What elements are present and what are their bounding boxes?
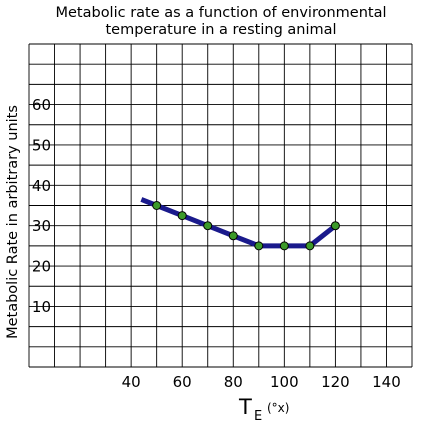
data-point <box>330 221 340 231</box>
x-tick-label: 140 <box>372 373 401 391</box>
x-tick-label: 100 <box>270 373 299 391</box>
data-point <box>254 241 264 251</box>
y-tick-label: 60 <box>32 96 51 114</box>
x-axis-label-main: T <box>238 395 252 419</box>
x-axis-label-subscript: E <box>254 409 262 424</box>
data-point <box>279 241 289 251</box>
data-point <box>177 211 187 221</box>
x-tick-label: 80 <box>224 373 243 391</box>
data-point <box>203 221 213 231</box>
x-tick-label: 60 <box>173 373 192 391</box>
x-axis-label-unit: (°x) <box>267 401 289 415</box>
x-axis-label: T E (°x) <box>238 395 289 424</box>
data-point <box>305 241 315 251</box>
series-layer <box>140 197 340 251</box>
y-axis-ticks: 10 20 30 40 50 60 <box>32 96 51 316</box>
x-axis-ticks: 40 60 80 100 120 140 <box>122 373 401 391</box>
data-point <box>152 201 162 210</box>
chart-title-line-2: temperature in a resting animal <box>105 22 336 38</box>
y-tick-label: 20 <box>32 258 51 276</box>
data-point <box>228 231 238 241</box>
x-tick-label: 40 <box>122 373 141 391</box>
y-tick-label: 10 <box>32 298 51 316</box>
y-tick-label: 30 <box>32 217 51 235</box>
y-tick-label: 40 <box>32 177 51 195</box>
series-line <box>140 197 337 249</box>
y-tick-label: 50 <box>32 136 51 154</box>
plot-grid <box>28 43 413 368</box>
chart-title-line-1: Metabolic rate as a function of environm… <box>55 5 386 21</box>
y-axis-label: Metabolic Rate in arbitrary units <box>5 105 21 339</box>
x-tick-label: 120 <box>321 373 350 391</box>
